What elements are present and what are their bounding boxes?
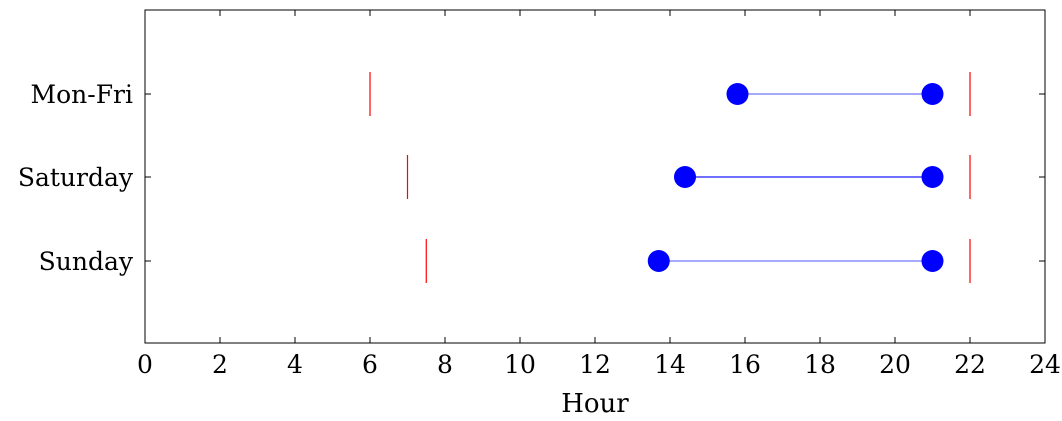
x-tick-label: 10 (504, 350, 536, 379)
x-tick-label: 2 (212, 350, 228, 379)
range-end-point (921, 166, 944, 188)
range-start-point (674, 166, 696, 188)
x-tick-label: 24 (1029, 350, 1061, 379)
x-axis-label: Hour (561, 389, 629, 419)
category-label: Mon-Fri (31, 80, 134, 109)
range-start-point (647, 250, 670, 272)
x-tick-label: 12 (579, 350, 611, 379)
x-tick-label: 20 (879, 350, 911, 379)
x-tick-label: 8 (437, 350, 453, 379)
x-tick-label: 6 (362, 350, 378, 379)
x-tick-label: 16 (729, 350, 761, 379)
range-end-point (921, 83, 944, 105)
range-start-point (726, 83, 749, 105)
category-label: Saturday (18, 163, 134, 192)
x-axis-ticks: 0 2 4 6 8 10 12 14 16 18 20 22 24 (137, 10, 1061, 379)
y-axis-categories: Mon-Fri Saturday Sunday (18, 80, 1045, 276)
x-tick-label: 0 (137, 350, 153, 379)
range-end-point (921, 250, 944, 272)
x-tick-label: 14 (654, 350, 686, 379)
x-tick-label: 4 (287, 350, 303, 379)
x-tick-label: 22 (954, 350, 986, 379)
plot-marks (369, 72, 971, 283)
category-label: Sunday (39, 247, 134, 276)
x-tick-label: 18 (804, 350, 836, 379)
